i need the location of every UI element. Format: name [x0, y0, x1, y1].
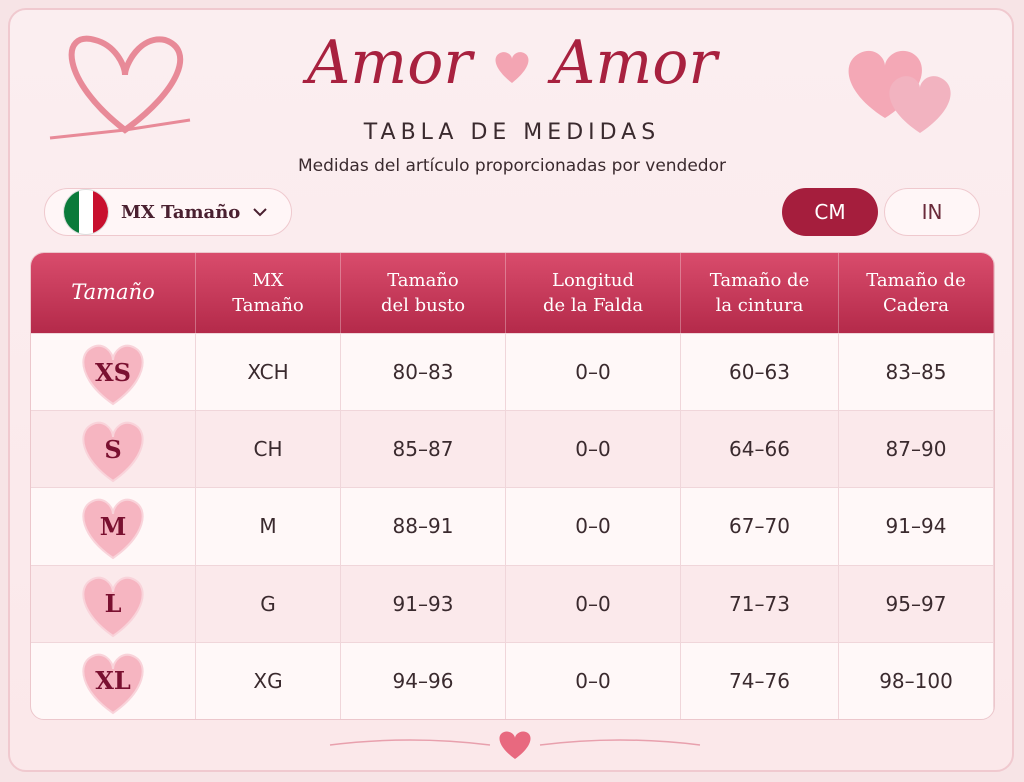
- table-cell: M: [196, 487, 341, 565]
- unit-button[interactable]: CM: [782, 188, 878, 236]
- size-badge: S: [75, 415, 151, 483]
- heart-badge: [82, 576, 144, 637]
- table-cell: S: [31, 410, 196, 488]
- region-selector[interactable]: MX Tamaño: [44, 188, 292, 236]
- cell-value: CH: [253, 437, 283, 462]
- cell-value: XG: [253, 668, 283, 693]
- table-cell: XL: [31, 641, 196, 719]
- table-cell: 0–0: [506, 410, 681, 488]
- region-label: MX Tamaño: [121, 201, 241, 223]
- table-cell: G: [196, 564, 341, 642]
- cell-value: 83–85: [885, 360, 947, 385]
- column-header: Longitud de la Falda: [506, 253, 681, 333]
- table-cell: 91–94: [839, 487, 994, 565]
- cell-value: 80–83: [392, 360, 454, 385]
- size-badge: XS: [75, 338, 151, 406]
- cell-value: 74–76: [729, 668, 790, 693]
- table-cell: 64–66: [681, 410, 839, 488]
- cell-value: 0–0: [575, 360, 611, 385]
- cell-value: 91–94: [885, 514, 947, 539]
- table-cell: XG: [196, 641, 341, 719]
- cell-value: 0–0: [575, 591, 611, 616]
- cell-value: 71–73: [729, 591, 790, 616]
- cell-value: XCH: [247, 360, 289, 385]
- table-cell: 74–76: [681, 641, 839, 719]
- cell-value: 60–63: [729, 360, 790, 385]
- table-cell: 60–63: [681, 333, 839, 411]
- column-header: Tamaño del busto: [341, 253, 506, 333]
- size-label: L: [104, 589, 122, 619]
- size-label: XL: [95, 666, 131, 696]
- column-header: Tamaño de Cadera: [839, 253, 994, 333]
- table-cell: 0–0: [506, 333, 681, 411]
- table-cell: CH: [196, 410, 341, 488]
- table-cell: L: [31, 564, 196, 642]
- cell-value: 91–93: [392, 591, 454, 616]
- size-badge: M: [75, 492, 151, 560]
- cell-value: 94–96: [392, 668, 454, 693]
- table-cell: 71–73: [681, 564, 839, 642]
- heart-badge: [82, 653, 144, 715]
- footer-ornament: [329, 731, 701, 759]
- size-badge: L: [75, 570, 151, 638]
- column-header: Tamaño: [31, 253, 196, 333]
- heart-badge: [82, 499, 144, 560]
- heart-badge: [82, 344, 144, 406]
- size-label: S: [104, 434, 122, 464]
- table-cell: 0–0: [506, 564, 681, 642]
- table-cell: 95–97: [839, 564, 994, 642]
- size-label: M: [99, 511, 127, 541]
- table-cell: 0–0: [506, 487, 681, 565]
- size-table: Tamaño MX Tamaño Tamaño del busto Longitud …: [30, 252, 995, 720]
- note: Medidas del artículo proporcionadas por …: [298, 156, 726, 176]
- table-cell: 85–87: [341, 410, 506, 488]
- brand-word: Amor: [306, 28, 472, 98]
- chevron-icon: [253, 208, 268, 217]
- brand-word: Amor: [552, 28, 718, 98]
- cell-value: 87–90: [885, 437, 947, 462]
- table-cell: M: [31, 487, 196, 565]
- cell-value: 85–87: [392, 437, 454, 462]
- table-cell: 83–85: [839, 333, 994, 411]
- size-label: XS: [95, 357, 131, 387]
- table-cell: XS: [31, 333, 196, 411]
- table-cell: 94–96: [341, 641, 506, 719]
- column-header: MX Tamaño: [196, 253, 341, 333]
- cell-value: 0–0: [575, 437, 611, 462]
- size-badge: XL: [75, 647, 151, 715]
- cell-value: 98–100: [879, 668, 953, 693]
- table-cell: 0–0: [506, 641, 681, 719]
- brand-title: Amor Amor: [0, 28, 1024, 98]
- table-cell: 88–91: [341, 487, 506, 565]
- cell-value: 88–91: [392, 514, 454, 539]
- cell-value: 0–0: [575, 514, 611, 539]
- flag-icon: [63, 189, 109, 235]
- heart-icon: [495, 52, 529, 84]
- table-cell: 67–70: [681, 487, 839, 565]
- table-cell: 98–100: [839, 641, 994, 719]
- cell-value: 0–0: [575, 668, 611, 693]
- table-cell: 87–90: [839, 410, 994, 488]
- unit-button[interactable]: IN: [884, 188, 980, 236]
- cell-value: 64–66: [729, 437, 790, 462]
- table-cell: 80–83: [341, 333, 506, 411]
- cell-value: 95–97: [885, 591, 947, 616]
- cell-value: 67–70: [729, 514, 790, 539]
- ribbon-heart: [49, 35, 191, 140]
- unit-toggle: CM IN: [782, 188, 980, 236]
- hearts-decoration: [848, 50, 951, 133]
- cell-value: G: [260, 591, 276, 616]
- column-header: Tamaño de la cintura: [681, 253, 839, 333]
- cell-value: M: [259, 514, 277, 539]
- table-cell: 91–93: [341, 564, 506, 642]
- subtitle: TABLA DE MEDIDAS: [363, 120, 661, 145]
- table-cell: XCH: [196, 333, 341, 411]
- heart-badge: [82, 422, 144, 483]
